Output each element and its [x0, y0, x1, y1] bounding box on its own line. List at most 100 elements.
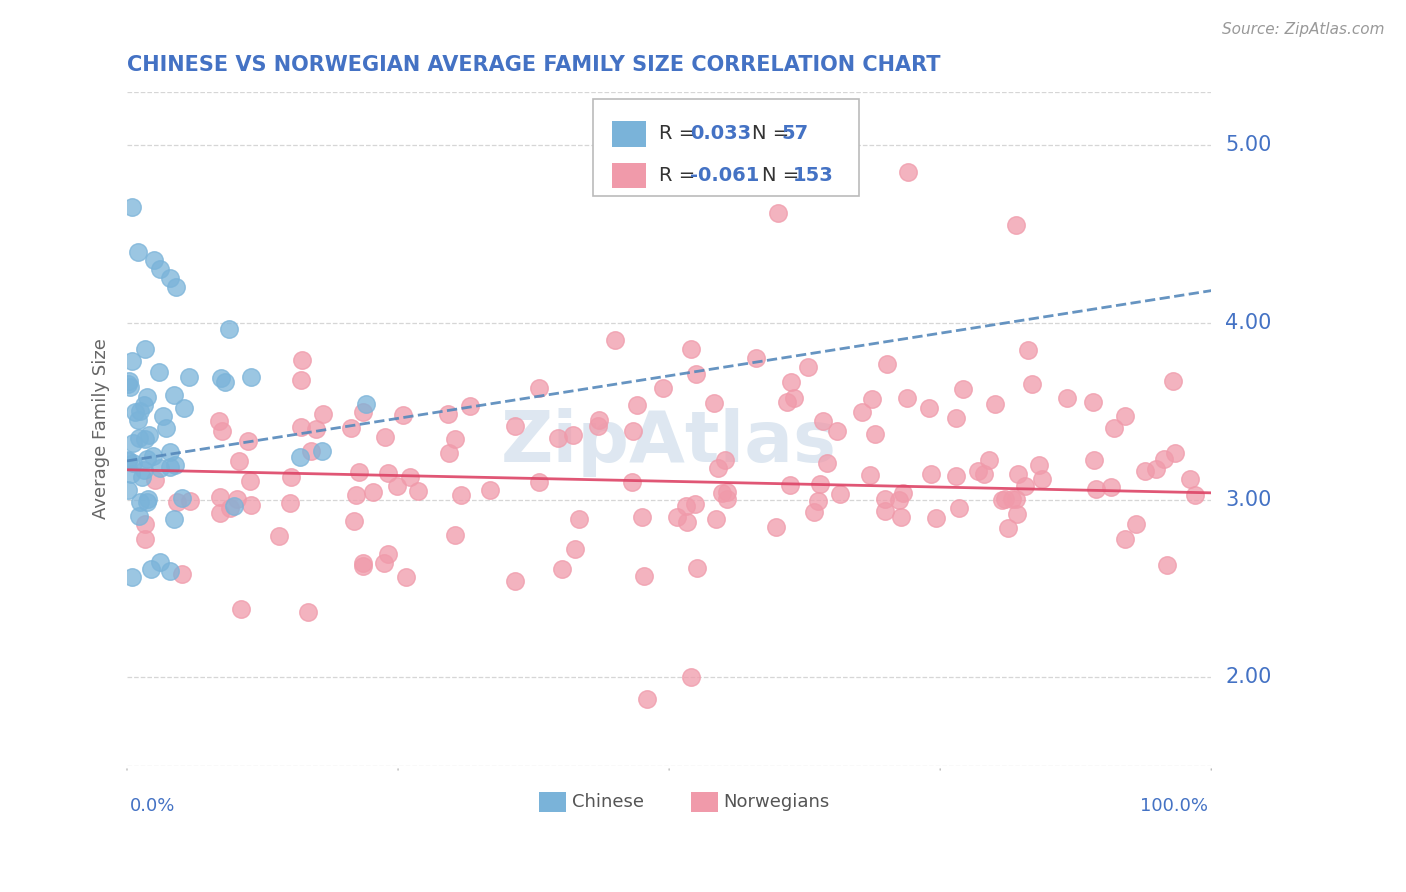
Point — [710, 486, 733, 500]
Point — [1005, 491, 1028, 506]
Point — [121, 354, 143, 368]
Text: ZipAtlas: ZipAtlas — [501, 408, 837, 477]
Point — [830, 487, 852, 501]
Point — [797, 360, 820, 375]
Point — [966, 464, 988, 478]
Point — [118, 380, 141, 394]
Point — [163, 387, 186, 401]
Point — [603, 334, 626, 348]
Text: N =: N = — [752, 124, 794, 144]
Point — [218, 501, 240, 516]
Point — [134, 343, 156, 357]
Point — [527, 381, 550, 395]
Point — [547, 431, 569, 445]
Point — [131, 469, 153, 483]
Point — [352, 405, 374, 419]
Point — [218, 322, 240, 336]
Point — [229, 601, 252, 615]
Point — [626, 398, 648, 412]
Point — [716, 492, 738, 507]
Point — [377, 467, 399, 481]
Point — [621, 475, 644, 490]
Point — [209, 371, 232, 385]
Point — [347, 466, 370, 480]
Point — [1085, 483, 1108, 497]
Point — [873, 491, 896, 506]
Point — [890, 510, 912, 524]
Point — [127, 413, 149, 427]
Point — [551, 561, 574, 575]
Point — [165, 280, 187, 294]
Point — [636, 691, 658, 706]
Text: Source: ZipAtlas.com: Source: ZipAtlas.com — [1222, 22, 1385, 37]
Point — [129, 403, 152, 417]
Point — [458, 399, 481, 413]
Point — [1102, 421, 1125, 435]
Point — [562, 427, 585, 442]
Point — [665, 509, 688, 524]
Point — [117, 377, 139, 392]
Point — [503, 574, 526, 588]
Point — [208, 414, 231, 428]
Point — [564, 542, 586, 557]
Point — [172, 491, 194, 505]
Point — [143, 253, 166, 268]
Point — [117, 454, 139, 468]
Point — [134, 532, 156, 546]
Text: 100.0%: 100.0% — [1140, 797, 1208, 814]
Point — [1017, 343, 1039, 357]
Text: Norwegians: Norwegians — [723, 793, 830, 811]
Point — [136, 390, 159, 404]
Point — [811, 414, 834, 428]
Text: Chinese: Chinese — [571, 793, 644, 811]
Point — [395, 570, 418, 584]
Point — [1114, 409, 1136, 424]
Point — [155, 420, 177, 434]
Point — [166, 494, 188, 508]
Point — [450, 488, 472, 502]
Point — [977, 453, 1000, 467]
Point — [149, 461, 172, 475]
Point — [143, 473, 166, 487]
Bar — [690, 791, 718, 812]
Point — [344, 488, 367, 502]
Point — [920, 467, 942, 481]
Point — [385, 479, 408, 493]
Point — [179, 494, 201, 508]
Point — [991, 493, 1014, 508]
Point — [159, 459, 181, 474]
Point — [952, 382, 974, 396]
Point — [948, 501, 970, 516]
Point — [1007, 467, 1029, 481]
Point — [997, 521, 1019, 535]
Point — [121, 200, 143, 214]
Point — [377, 547, 399, 561]
Point — [1156, 558, 1178, 573]
Point — [128, 508, 150, 523]
Point — [1184, 488, 1206, 502]
Point — [152, 409, 174, 424]
Point — [352, 556, 374, 570]
Point — [984, 397, 1007, 411]
Point — [683, 496, 706, 510]
Point — [311, 443, 333, 458]
Point — [159, 271, 181, 285]
Text: 0.033: 0.033 — [690, 124, 751, 144]
Point — [134, 517, 156, 532]
Point — [803, 505, 825, 519]
Point — [1005, 218, 1028, 232]
Point — [124, 405, 146, 419]
Point — [343, 514, 366, 528]
Bar — [612, 121, 647, 146]
Point — [118, 374, 141, 388]
Point — [135, 495, 157, 509]
Point — [297, 605, 319, 619]
Point — [1001, 492, 1024, 507]
Point — [675, 515, 697, 529]
Point — [444, 432, 467, 446]
Point — [704, 512, 727, 526]
Text: 57: 57 — [782, 124, 808, 144]
Point — [1180, 472, 1202, 486]
Point — [1081, 395, 1104, 409]
Point — [588, 413, 610, 427]
